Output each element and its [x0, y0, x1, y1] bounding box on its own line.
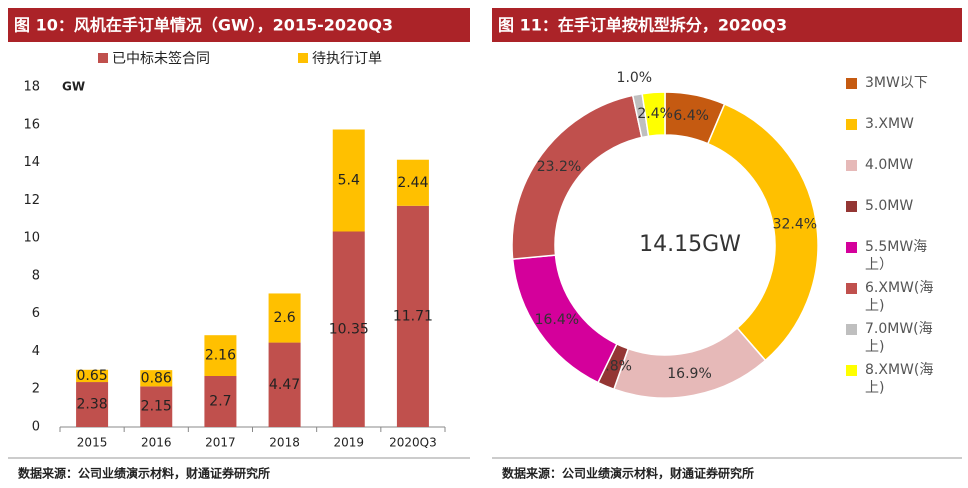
legend-item: 7.0MW(海上)	[846, 320, 958, 361]
bar-segment	[204, 376, 237, 427]
bar-segment	[140, 370, 173, 387]
data-label: 1.0%	[617, 70, 653, 86]
legend-swatch	[298, 53, 308, 63]
legend-item: 3.XMW	[846, 115, 958, 156]
legend-label: 7.0MW(海上)	[865, 321, 933, 355]
legend-label: 5.5MW海上）	[865, 239, 928, 273]
x-tick-label: 2018	[269, 436, 300, 450]
legend-swatch	[846, 201, 857, 212]
data-label: 2.16	[205, 348, 236, 364]
legend-label: 已中标未签合同	[112, 50, 210, 67]
source-note: 数据来源：公司业绩演示材料，财通证券研究所	[18, 466, 270, 481]
data-label: 2.7	[209, 394, 231, 410]
legend-label: 4.0MW	[865, 157, 914, 173]
legend-item: 3MW以下	[846, 74, 958, 115]
chart-title: 图 11：在手订单按机型拆分，2020Q3	[498, 16, 787, 35]
data-label: 6.4%	[673, 108, 709, 124]
data-label: 16.9%	[667, 366, 711, 382]
y-tick-label: 6	[32, 306, 40, 321]
x-tick-label: 2019	[333, 436, 364, 450]
header-bar	[8, 8, 470, 42]
source-note: 数据来源：公司业绩演示材料，财通证券研究所	[502, 466, 754, 481]
bar-segment	[204, 335, 237, 376]
y-tick-label: 14	[23, 155, 40, 170]
legend-item: 6.XMW(海上)	[846, 279, 958, 320]
x-tick-label: 2015	[77, 436, 108, 450]
y-axis-label: GW	[62, 80, 85, 94]
legend-swatch	[98, 53, 108, 63]
legend-swatch	[846, 365, 857, 376]
donut-slice	[641, 91, 666, 138]
legend-label: 6.XMW(海上)	[865, 280, 934, 314]
data-label: 2.38	[76, 397, 107, 413]
legend-item: 5.5MW海上）	[846, 238, 958, 279]
data-label: 2.44	[397, 175, 428, 191]
data-label: 2.4%	[637, 106, 673, 122]
legend-label: 待执行订单	[312, 51, 382, 67]
bar-segment	[76, 382, 109, 427]
legend-label: 8.XMW(海上)	[865, 362, 934, 396]
y-tick-label: 2	[32, 382, 40, 397]
legend-swatch	[846, 324, 857, 335]
data-label: 10.35	[329, 321, 369, 337]
legend-label: 5.0MW	[865, 198, 914, 214]
donut-slice	[511, 94, 643, 260]
data-label: 0.86	[141, 370, 172, 386]
bar-segment	[396, 205, 429, 427]
y-tick-label: 0	[32, 420, 40, 435]
x-tick-label: 2017	[205, 436, 236, 450]
donut-slice	[612, 326, 767, 399]
data-label: 32.4%	[773, 216, 817, 232]
data-label: 2.6	[273, 310, 295, 326]
x-tick-label: 2020Q3	[389, 436, 437, 450]
bar-segment	[268, 342, 301, 427]
y-tick-label: 4	[32, 344, 40, 359]
legend-swatch	[846, 242, 857, 253]
y-tick-label: 12	[23, 193, 40, 208]
data-label: 0.65	[76, 368, 107, 384]
chart-title: 图 10：风机在手订单情况（GW），2015-2020Q3	[14, 16, 393, 35]
legend-swatch	[846, 283, 857, 294]
legend: 3MW以下 3.XMW 4.0MW 5.0MW 5.5MW海上） 6.XMW(海上) 7.0…	[846, 74, 958, 402]
center-label: 14.15GW	[639, 232, 741, 257]
legend-swatch	[846, 119, 857, 130]
header-bar	[492, 8, 962, 42]
data-label: 2.15	[141, 399, 172, 415]
y-tick-label: 16	[23, 117, 40, 132]
bar-segment	[396, 159, 429, 206]
donut-slice	[706, 103, 819, 362]
data-label: 16.4%	[535, 312, 579, 328]
data-label: 23.2%	[537, 159, 581, 175]
x-tick-label: 2016	[141, 436, 172, 450]
bar-segment	[268, 293, 301, 343]
legend-item: 4.0MW	[846, 156, 958, 197]
y-tick-label: 18	[23, 80, 40, 95]
data-label: 4.47	[269, 377, 300, 393]
legend-swatch	[846, 160, 857, 171]
data-label: 11.71	[393, 308, 433, 324]
legend-item: 8.XMW(海上)	[846, 361, 958, 402]
legend-swatch	[846, 78, 857, 89]
legend-label: 3MW以下	[865, 75, 928, 91]
bar-segment	[76, 369, 109, 383]
data-label: 5.4	[338, 173, 360, 189]
legend-label: 3.XMW	[865, 116, 914, 132]
legend-item: 5.0MW	[846, 197, 958, 238]
y-tick-label: 8	[32, 268, 40, 283]
bar-segment	[140, 386, 173, 427]
bar-segment	[332, 129, 365, 232]
y-tick-label: 10	[23, 231, 40, 246]
bar-segment	[332, 231, 365, 427]
